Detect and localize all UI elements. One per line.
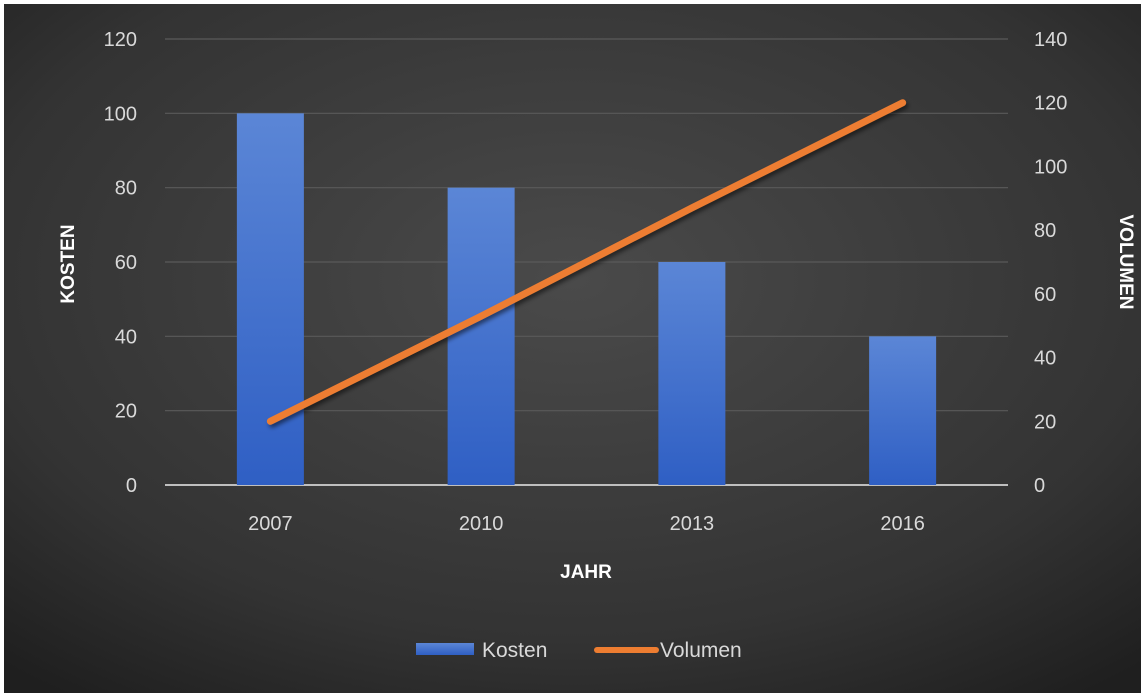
bar-2016 (869, 336, 937, 485)
legend-label-kosten: Kosten (482, 639, 547, 662)
y2-tick-label: 100 (1034, 156, 1067, 178)
x-tick-label: 2016 (880, 513, 925, 535)
y2-tick-label: 140 (1034, 29, 1067, 51)
y2-tick-label: 120 (1034, 93, 1067, 115)
y2-axis-title: VOLUMEN (1115, 215, 1136, 310)
y-tick-label: 20 (115, 401, 137, 423)
y2-tick-label: 60 (1034, 284, 1056, 306)
x-tick-label: 2007 (248, 513, 293, 535)
y2-tick-label: 20 (1034, 411, 1056, 433)
bar-series (236, 113, 937, 485)
y-tick-label: 0 (126, 475, 137, 497)
bar-2013 (658, 262, 726, 485)
x-tick-label: 2013 (670, 513, 715, 535)
y-tick-label: 40 (115, 326, 137, 348)
y-tick-label: 120 (104, 29, 137, 51)
bar-2010 (447, 187, 515, 485)
x-axis-ticks: 2007 2010 2013 2016 (248, 513, 925, 535)
gridlines (165, 38, 1008, 486)
y-axis-title: KOSTEN (58, 224, 79, 303)
y-axis-ticks: 0 20 40 60 80 100 120 (104, 29, 137, 497)
y-tick-label: 100 (104, 103, 137, 125)
y2-tick-label: 40 (1034, 348, 1056, 370)
legend-swatch-kosten (416, 643, 474, 655)
y2-axis-ticks: 0 20 40 60 80 100 120 140 (1034, 29, 1067, 497)
bar-2007 (236, 113, 304, 485)
y2-tick-label: 80 (1034, 220, 1056, 242)
legend-label-volumen: Volumen (660, 639, 742, 662)
legend: Kosten Volumen (416, 639, 742, 662)
x-axis-title: JAHR (560, 562, 612, 583)
y2-tick-label: 0 (1034, 475, 1045, 497)
x-tick-label: 2010 (459, 513, 504, 535)
line-volumen (266, 99, 907, 425)
y-tick-label: 60 (115, 252, 137, 274)
y-tick-label: 80 (115, 178, 137, 200)
chart-background (4, 4, 1141, 693)
line-series (266, 99, 907, 425)
